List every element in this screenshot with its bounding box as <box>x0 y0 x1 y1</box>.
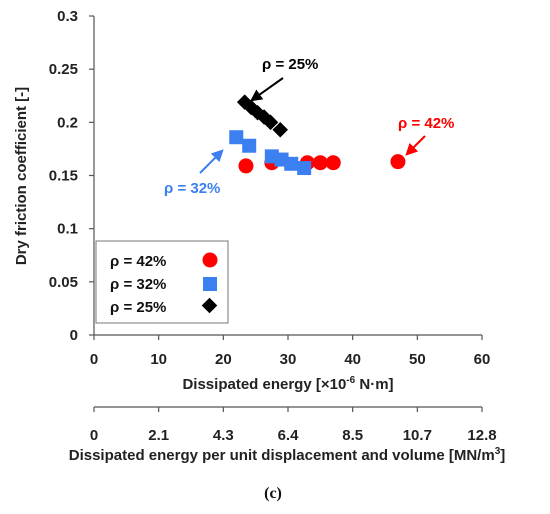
legend-marker-rho-32 <box>203 277 217 291</box>
x-tick-label: 40 <box>344 351 361 368</box>
secondary-axis-title-main: Dissipated energy per unit displacement … <box>69 447 495 464</box>
legend-label-rho-42: ρ = 42% <box>110 253 166 270</box>
y-tick-label: 0.2 <box>57 114 78 131</box>
data-point-circle <box>325 155 341 171</box>
secondary-tick-label: 0 <box>90 427 98 444</box>
panel-label: (c) <box>264 485 282 502</box>
data-point-circle <box>312 155 328 171</box>
data-point-circle <box>238 158 254 174</box>
secondary-tick-label: 4.3 <box>213 427 234 444</box>
data-point-square <box>284 156 299 171</box>
legend-label-rho-25: ρ = 25% <box>110 299 166 316</box>
x-tick-label: 10 <box>150 351 167 368</box>
secondary-tick-label: 8.5 <box>342 427 363 444</box>
data-point-circle <box>390 154 406 170</box>
secondary-tick-label: 6.4 <box>278 427 300 444</box>
x-tick-label: 30 <box>280 351 297 368</box>
x-axis-title-exponent: -6 <box>346 375 355 386</box>
secondary-tick-label: 2.1 <box>148 427 169 444</box>
annotation-rho-25: ρ = 25% <box>262 56 318 73</box>
legend: ρ = 42% ρ = 32% ρ = 25% <box>95 240 229 324</box>
x-tick-label: 50 <box>409 351 426 368</box>
x-tick-label: 20 <box>215 351 232 368</box>
annotation-arrow-rho-32 <box>199 149 224 174</box>
y-tick-label: 0.3 <box>57 8 78 25</box>
y-tick-label: 0.1 <box>57 221 78 238</box>
x-axis-title-unit: N·m] <box>355 376 393 393</box>
y-axis-title: Dry friction coefficient [-] <box>13 87 30 265</box>
annotation-rho-42: ρ = 42% <box>398 115 454 132</box>
secondary-tick-label: 10.7 <box>403 427 432 444</box>
y-tick-label: 0.15 <box>49 168 78 185</box>
x-axis-title-main: Dissipated energy [×10 <box>182 376 346 393</box>
annotation-rho-32: ρ = 32% <box>164 180 220 197</box>
secondary-tick-label: 12.8 <box>467 427 496 444</box>
y-tick-label: 0 <box>70 327 78 344</box>
secondary-axis-title-unit: ] <box>500 447 505 464</box>
legend-marker-rho-42 <box>202 252 218 268</box>
data-point-square <box>242 138 257 153</box>
secondary-axis-title: Dissipated energy per unit displacement … <box>69 446 506 464</box>
x-tick-label: 60 <box>474 351 491 368</box>
annotation-arrow-rho-42 <box>405 135 426 156</box>
y-tick-label: 0.05 <box>49 274 78 291</box>
x-tick-label: 0 <box>90 351 98 368</box>
data-point-diamond <box>272 121 289 138</box>
annotation-arrow-rho-25 <box>250 77 284 102</box>
secondary-axis-title-exponent: 3 <box>495 446 501 457</box>
data-point-square <box>229 130 244 145</box>
legend-label-rho-32: ρ = 32% <box>110 276 166 293</box>
data-point-square <box>297 161 312 176</box>
legend-marker-rho-25 <box>201 297 218 314</box>
x-axis-title: Dissipated energy [×10-6 N·m] <box>182 375 393 393</box>
y-tick-label: 0.25 <box>49 61 78 78</box>
